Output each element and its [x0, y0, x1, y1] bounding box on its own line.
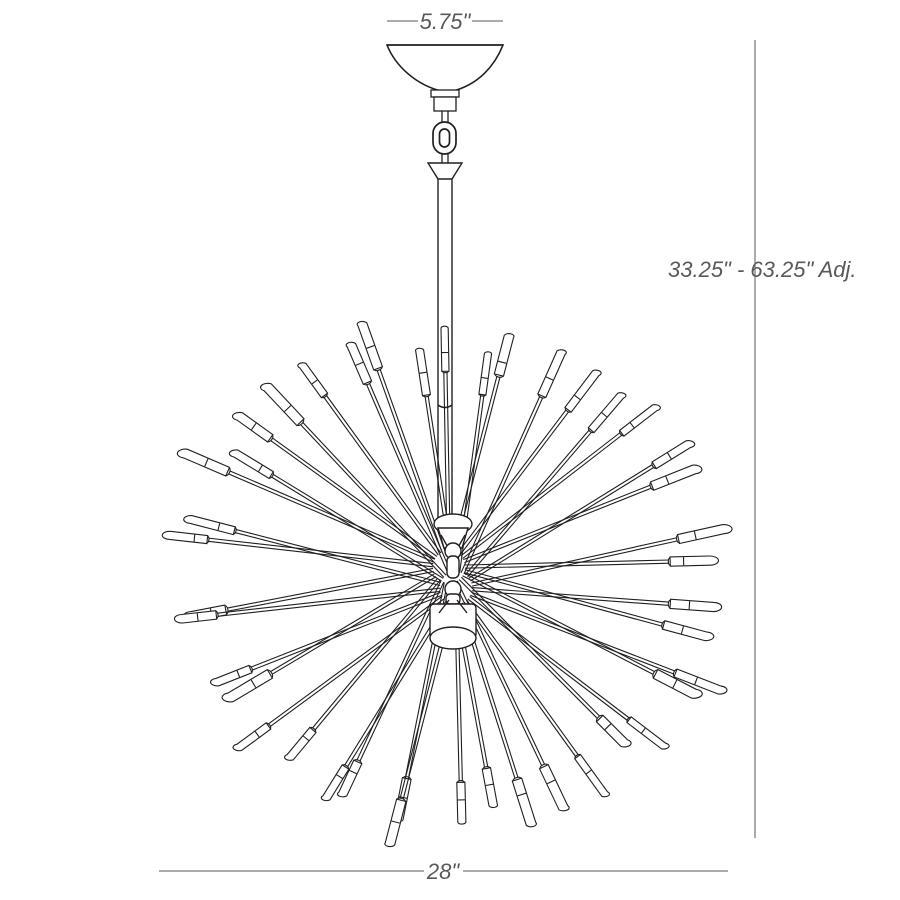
svg-text:28": 28" [426, 859, 460, 884]
svg-text:33.25" - 63.25" Adj.: 33.25" - 63.25" Adj. [668, 257, 856, 282]
svg-text:5.75": 5.75" [420, 9, 472, 34]
